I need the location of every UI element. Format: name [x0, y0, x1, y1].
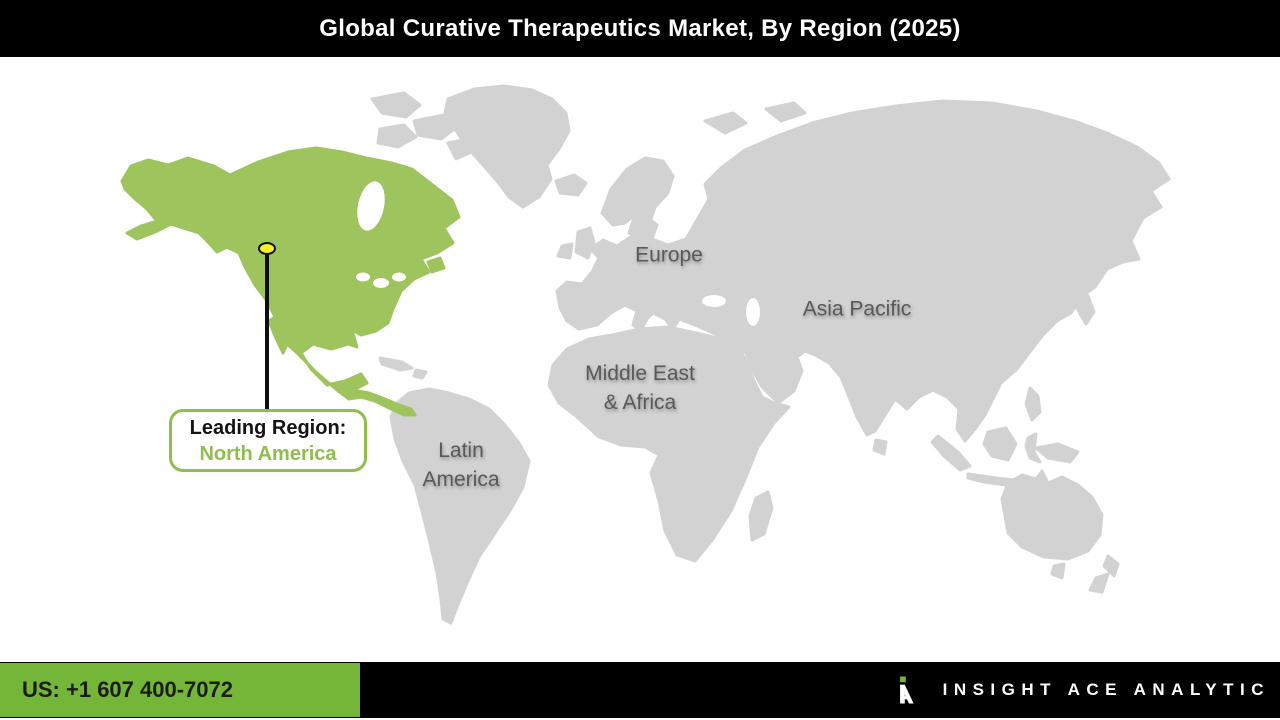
leader-line — [265, 251, 269, 410]
region-scandinavia — [600, 156, 675, 241]
region-australia — [1000, 469, 1120, 594]
title-bar: Global Curative Therapeutics Market, By … — [0, 0, 1280, 57]
continents-gray — [370, 84, 1171, 625]
phone-number: US: +1 607 400-7072 — [22, 677, 233, 702]
label-asia-pacific: Asia Pacific — [802, 297, 912, 321]
callout-region-value: North America — [199, 442, 337, 465]
brand-name: INSIGHT ACE ANALYTIC — [942, 680, 1270, 699]
footer-bar: US: +1 607 400-7072 INSIGHT ACE ANALYTIC — [0, 662, 1280, 718]
region-africa — [547, 325, 791, 563]
label-middle-east-africa: Middle East & Africa — [585, 362, 695, 414]
world-map: Europe Asia Pacific Middle East & Africa… — [0, 57, 1280, 662]
label-latin-america: Latin America — [422, 439, 500, 491]
region-north-america-highlight — [120, 146, 461, 417]
north-atlantic-islands — [554, 173, 596, 260]
arctic-islands — [370, 91, 807, 161]
brand-lockup: INSIGHT ACE ANALYTIC — [898, 662, 1270, 718]
leading-region-callout: Leading Region: North America — [169, 409, 367, 472]
label-europe: Europe — [635, 243, 703, 267]
region-south-america — [389, 387, 531, 625]
region-japan — [1068, 250, 1104, 326]
brand-logo-icon — [900, 676, 914, 704]
location-marker-icon — [258, 242, 276, 255]
page-title: Global Curative Therapeutics Market, By … — [319, 14, 961, 42]
indian-ocean-islands — [748, 438, 888, 542]
region-eurasia — [555, 99, 1171, 443]
caribbean-islands — [378, 356, 428, 380]
water-details — [356, 181, 760, 326]
callout-heading: Leading Region: — [189, 416, 347, 439]
phone-banner: US: +1 607 400-7072 — [0, 663, 360, 717]
